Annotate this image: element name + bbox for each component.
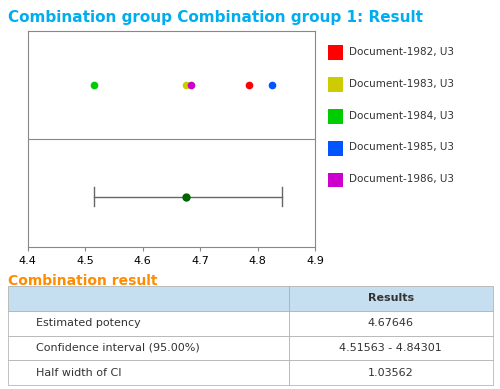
- Text: Document-1982, U3: Document-1982, U3: [348, 47, 454, 57]
- Text: Document-1983, U3: Document-1983, U3: [348, 79, 454, 89]
- Text: Combination result: Combination result: [8, 274, 157, 288]
- Text: Document-1984, U3: Document-1984, U3: [348, 110, 454, 121]
- Text: Document-1986, U3: Document-1986, U3: [348, 174, 454, 184]
- Text: Document-1985, U3: Document-1985, U3: [348, 142, 454, 152]
- Text: Combination group Combination group 1: Result: Combination group Combination group 1: R…: [8, 10, 422, 25]
